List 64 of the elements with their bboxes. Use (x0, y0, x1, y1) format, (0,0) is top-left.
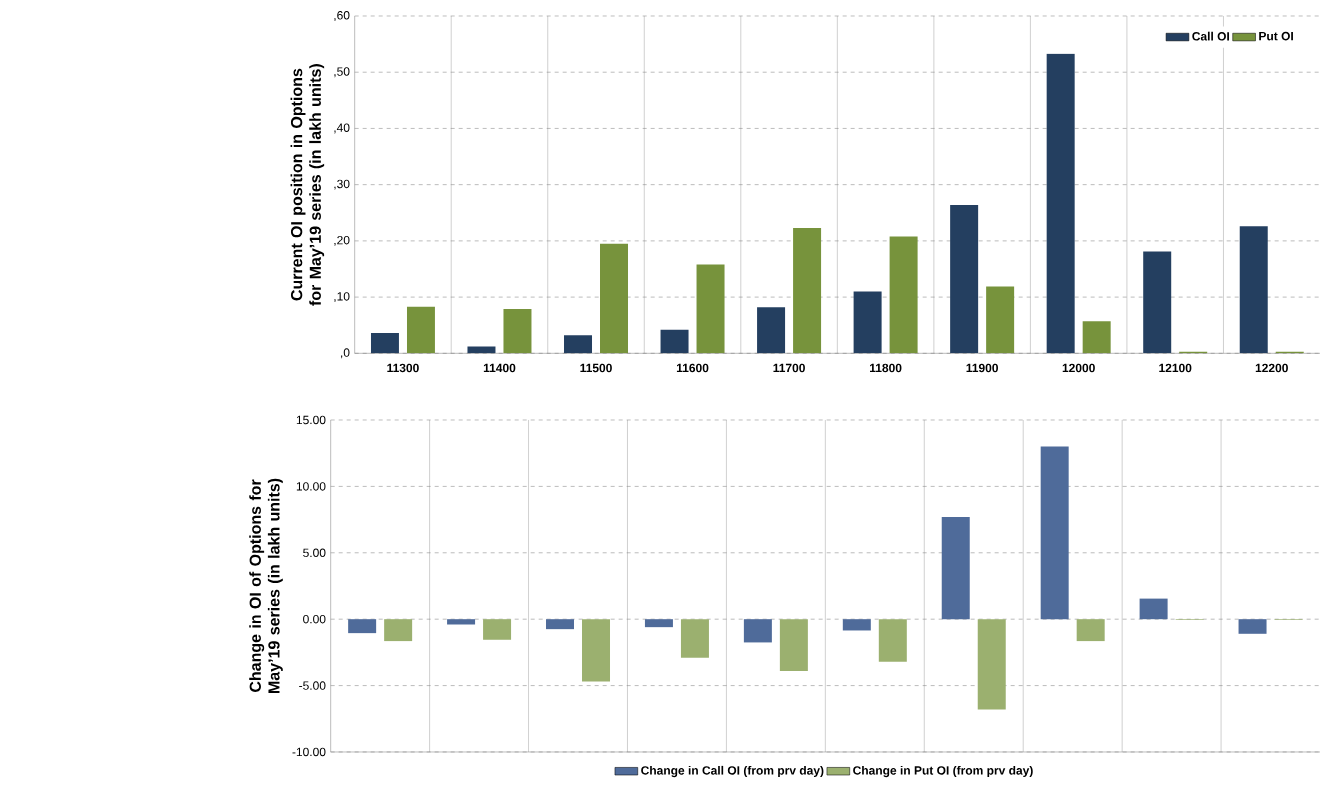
bar (793, 227, 822, 354)
bar (779, 619, 808, 671)
y-axis-title: Current OI position in Options for May’19 series (in lakh units) (290, 64, 325, 306)
bar (1143, 251, 1172, 354)
y-tick-label: -10.00 (292, 747, 326, 757)
x-tick-label: 12100 (1159, 363, 1192, 373)
y-tick-label: 15.00 (296, 415, 326, 425)
bar (842, 619, 871, 631)
y-tick-label: 0.00 (303, 614, 326, 624)
x-tick-label: 11300 (387, 363, 419, 373)
legend-label: Put OI (1259, 31, 1293, 41)
x-tick-label: 11500 (580, 363, 612, 373)
bar (447, 619, 476, 625)
bar (696, 264, 725, 354)
bar (564, 335, 593, 354)
bar (1238, 619, 1267, 634)
y-tick-label: ,20 (334, 235, 350, 246)
bar (1046, 53, 1075, 354)
x-tick-label: 11700 (773, 363, 805, 373)
bar (384, 619, 413, 642)
y-tick-label: 10.00 (296, 482, 326, 491)
bar (1082, 321, 1111, 354)
x-tick-label: 11400 (483, 363, 516, 373)
bar (680, 619, 709, 658)
bar (503, 308, 532, 354)
legend-label: Change in Put OI (from prv day) (853, 765, 1033, 778)
y-tick-label: ,60 (334, 11, 350, 21)
bar (370, 333, 399, 354)
y-tick-label: ,30 (334, 179, 350, 190)
y-tick-label: ,40 (334, 123, 350, 134)
bar (1040, 446, 1069, 620)
bar (1139, 598, 1168, 620)
bar (878, 619, 907, 662)
x-tick-label: 12000 (1062, 363, 1095, 373)
legend-label: Call OI (1192, 31, 1229, 41)
bar (977, 619, 1006, 710)
bar (546, 619, 575, 630)
bar (941, 516, 970, 620)
bar (483, 619, 512, 640)
y-tick-label: ,10 (334, 292, 350, 303)
bar (889, 236, 918, 354)
y-tick-label: ,0 (341, 348, 350, 359)
bar (600, 243, 629, 354)
bar (743, 619, 772, 643)
x-tick-label: 12200 (1255, 363, 1288, 373)
bar (406, 306, 435, 354)
bar (644, 619, 673, 628)
x-tick-label: 11800 (870, 363, 902, 373)
bar (582, 619, 611, 682)
x-tick-label: 11600 (676, 363, 709, 373)
bar (757, 307, 786, 354)
x-tick-label: 11900 (966, 363, 998, 373)
bar (660, 329, 689, 354)
bar (986, 286, 1015, 354)
legend-label: Change in Call OI (from prv day) (641, 765, 824, 778)
bar (950, 204, 979, 354)
bar (1076, 619, 1105, 642)
bar (1239, 226, 1268, 354)
bar (853, 291, 882, 354)
y-tick-label: -5.00 (299, 681, 326, 690)
bar (348, 619, 377, 634)
y-axis-title: Change in OI of Options for May’19 series (in lakh units) (249, 478, 283, 693)
y-tick-label: ,50 (334, 67, 350, 78)
y-tick-label: 5.00 (303, 548, 326, 558)
